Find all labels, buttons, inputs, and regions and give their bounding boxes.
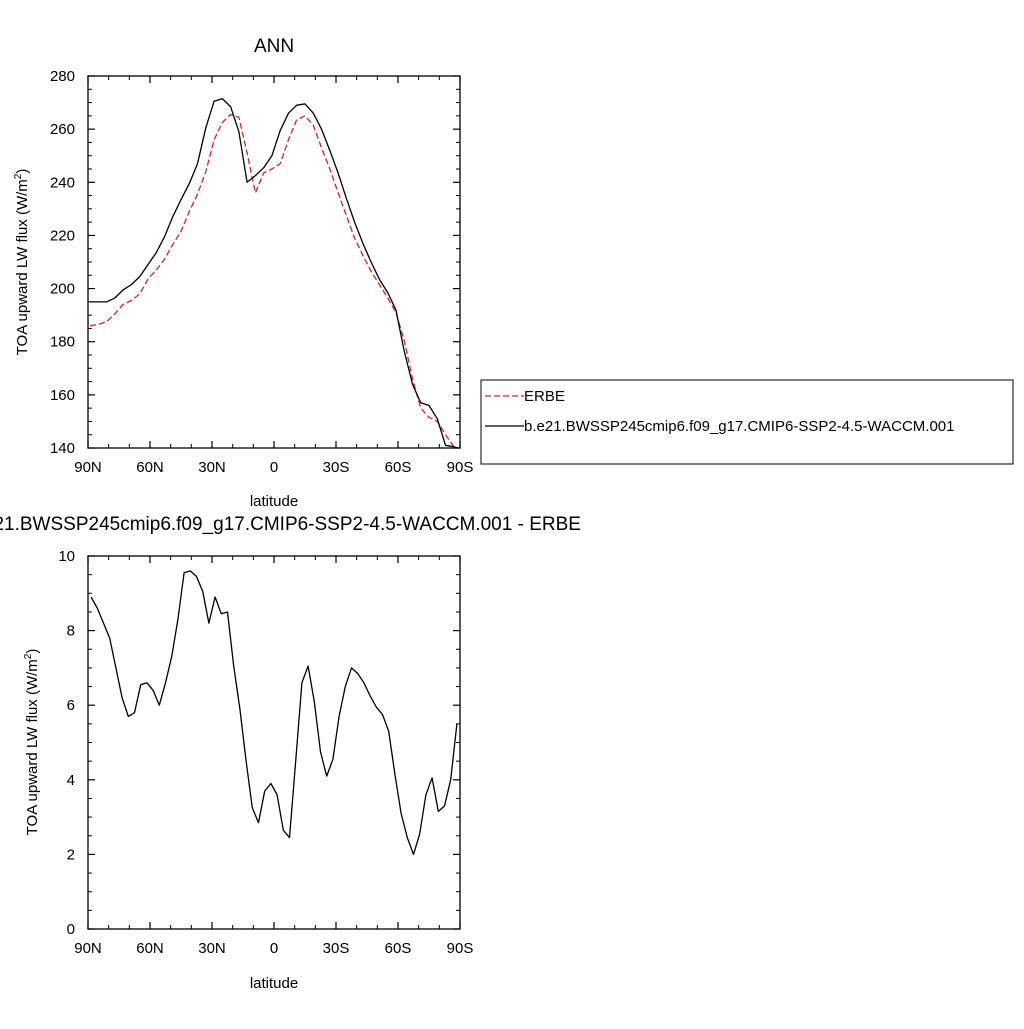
bottom-chart-title: b.e21.BWSSP245cmip6.f09_g17.CMIP6-SSP2-4…: [0, 514, 581, 535]
bottom-y-tick-label: 4: [67, 772, 75, 789]
legend-box: [480, 379, 1014, 465]
top-y-tick-label: 200: [50, 281, 75, 298]
top-series-line-0: [89, 113, 459, 449]
top-x-tick-label: 30N: [198, 459, 226, 476]
legend-label-erbe: ERBE: [524, 388, 565, 405]
top-y-tick-label: 140: [50, 440, 75, 457]
bottom-x-tick-label: 90N: [74, 940, 102, 957]
bottom-x-tick-label: 60S: [385, 940, 412, 957]
bottom-y-tick-label: 10: [58, 548, 75, 565]
top-legend: ERBE b.e21.BWSSP245cmip6.f09_g17.CMIP6-S…: [480, 379, 1014, 465]
top-y-axis-label-main: TOA upward LW flux (W/m: [14, 179, 31, 355]
top-x-tick-label: 30S: [323, 459, 350, 476]
top-chart-title: ANN: [254, 36, 294, 57]
top-x-axis-label: latitude: [250, 493, 298, 510]
top-y-tick-label: 240: [50, 174, 75, 191]
top-y-tick-label: 280: [50, 68, 75, 85]
bottom-x-tick-label: 30N: [198, 940, 226, 957]
top-y-axis-label: TOA upward LW flux (W/m2): [13, 169, 31, 356]
top-y-tick-label: 180: [50, 334, 75, 351]
top-x-tick-label: 90S: [447, 459, 474, 476]
bottom-y-axis-label-sup: 2: [23, 653, 34, 659]
top-plot-frame: [87, 75, 461, 449]
top-axis-ticks: [87, 75, 461, 449]
bottom-x-tick-label: 0: [270, 940, 278, 957]
bottom-y-tick-label: 8: [67, 623, 75, 640]
top-y-tick-labels: 140 160 180 200 220 240 260 280: [50, 68, 75, 457]
top-y-axis-label-end: ): [14, 169, 31, 174]
bottom-y-axis-label-main: TOA upward LW flux (W/m: [24, 659, 41, 835]
top-y-axis-label-sup: 2: [13, 173, 24, 179]
top-y-tick-label: 220: [50, 227, 75, 244]
legend-label-model: b.e21.BWSSP245cmip6.f09_g17.CMIP6-SSP2-4…: [524, 418, 954, 435]
top-y-tick-label: 260: [50, 121, 75, 138]
bottom-y-tick-label: 6: [67, 697, 75, 714]
bottom-y-tick-label: 0: [67, 921, 75, 938]
bottom-y-tick-label: 2: [67, 846, 75, 863]
top-y-tick-label: 160: [50, 387, 75, 404]
bottom-x-tick-label: 30S: [323, 940, 350, 957]
top-series-group: [89, 97, 459, 449]
bottom-chart: b.e21.BWSSP245cmip6.f09_g17.CMIP6-SSP2-4…: [0, 514, 581, 992]
bottom-series-group: [90, 570, 458, 856]
top-x-tick-label: 60N: [136, 459, 164, 476]
bottom-x-tick-label: 90S: [447, 940, 474, 957]
top-series-line-1: [90, 97, 459, 449]
bottom-x-axis-label: latitude: [250, 975, 298, 992]
bottom-x-tick-label: 60N: [136, 940, 164, 957]
bottom-y-axis-label: TOA upward LW flux (W/m2): [23, 649, 41, 836]
bottom-x-tick-labels: 90N 60N 30N 0 30S 60S 90S: [74, 940, 473, 957]
bottom-axis-ticks: [87, 555, 461, 930]
top-x-tick-label: 90N: [74, 459, 102, 476]
bottom-y-axis-label-end: ): [24, 649, 41, 654]
top-chart: ANN 90N 60N 30N 0 30S 60S 90S 140 160 180 200 220 2…: [13, 36, 1014, 510]
top-x-tick-label: 0: [270, 459, 278, 476]
bottom-y-tick-labels: 0 2 4 6 8 10: [58, 548, 75, 938]
bottom-series-line-0: [90, 570, 458, 856]
top-x-tick-label: 60S: [385, 459, 412, 476]
bottom-plot-frame: [87, 555, 461, 930]
top-x-tick-labels: 90N 60N 30N 0 30S 60S 90S: [74, 459, 473, 476]
